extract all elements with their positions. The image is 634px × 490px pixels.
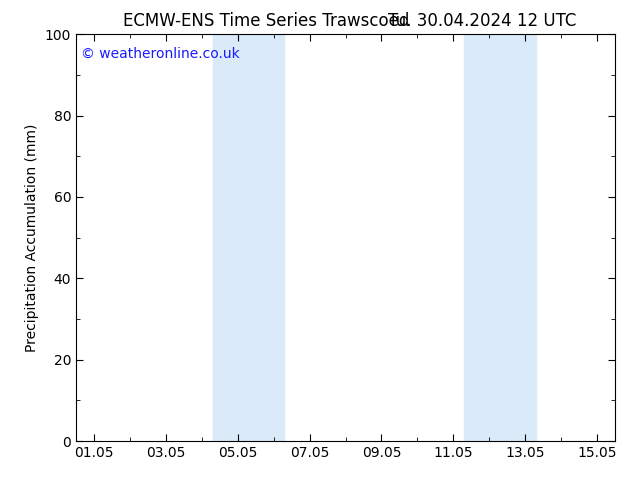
Text: ECMW-ENS Time Series Trawscoed: ECMW-ENS Time Series Trawscoed (123, 12, 410, 30)
Bar (464, 34, 536, 441)
Y-axis label: Precipitation Accumulation (mm): Precipitation Accumulation (mm) (25, 123, 39, 352)
Text: © weatheronline.co.uk: © weatheronline.co.uk (81, 47, 240, 60)
Bar (212, 34, 285, 441)
Text: Tu. 30.04.2024 12 UTC: Tu. 30.04.2024 12 UTC (387, 12, 576, 30)
